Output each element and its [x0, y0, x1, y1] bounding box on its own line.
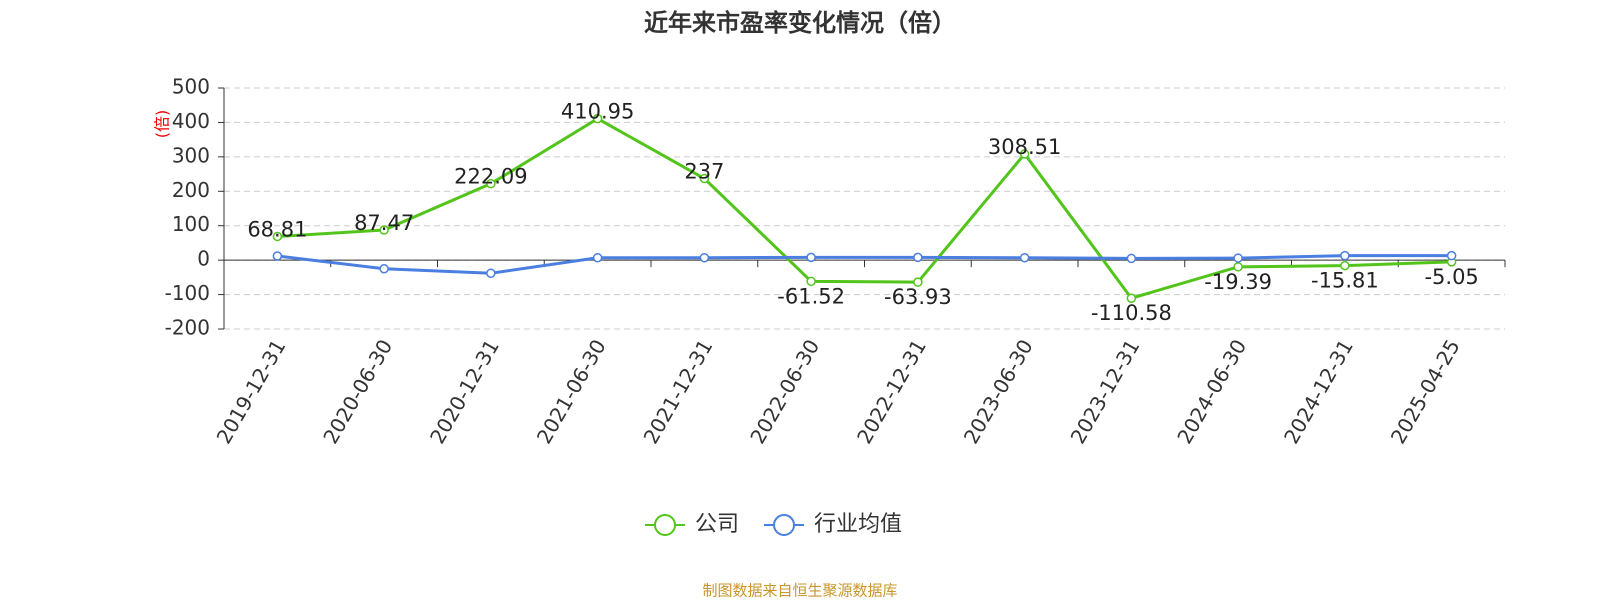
y-tick-label: -100	[165, 281, 210, 305]
point	[272, 251, 283, 261]
data-label: -110.58	[1091, 301, 1172, 325]
x-tick-label: 2022-12-31	[852, 335, 931, 448]
point	[1446, 250, 1457, 261]
point	[1233, 253, 1243, 263]
data-label: 87.47	[354, 211, 414, 235]
data-label: -61.52	[777, 284, 845, 308]
x-tick-label: 2021-06-30	[532, 335, 611, 448]
y-tick-label: 100	[172, 212, 210, 236]
data-label: -15.81	[1311, 269, 1379, 293]
series-line	[277, 254, 1452, 275]
series-line	[277, 116, 1452, 300]
point	[1340, 260, 1350, 271]
point	[1126, 253, 1137, 264]
chart-title: 近年来市盈率变化情况（倍）	[644, 9, 956, 37]
y-tick-label: -200	[165, 316, 210, 340]
data-label: 68.81	[247, 217, 307, 241]
x-tick-label: 2022-06-30	[745, 335, 824, 448]
x-tick-label: 2025-04-25	[1386, 335, 1465, 448]
point	[699, 252, 710, 263]
x-tick-label: 2023-12-31	[1066, 335, 1145, 448]
data-label: 222.09	[454, 165, 527, 189]
x-tick-label: 2020-06-30	[318, 335, 397, 448]
point	[913, 252, 923, 263]
point	[486, 268, 496, 278]
point	[913, 277, 923, 287]
point	[806, 252, 816, 263]
x-tick-label: 2023-06-30	[959, 335, 1038, 448]
source-note: 制图数据来自恒生聚源数据库	[702, 582, 897, 600]
y-tick-label: 300	[172, 143, 210, 167]
data-label: -19.39	[1204, 270, 1272, 294]
x-tick-label: 2019-12-31	[212, 335, 291, 448]
legend-label: 公司	[695, 512, 739, 537]
point	[1126, 293, 1137, 303]
point	[272, 231, 283, 242]
x-tick-label: 2021-12-31	[639, 335, 718, 448]
y-axis-label: (倍)	[153, 110, 172, 139]
data-label: -5.05	[1424, 265, 1478, 289]
x-tick-label: 2020-12-31	[425, 335, 504, 448]
point	[592, 252, 603, 263]
y-tick-label: 500	[172, 75, 210, 99]
point	[379, 225, 389, 235]
point	[1340, 250, 1350, 261]
point	[699, 173, 710, 184]
data-label: 410.95	[561, 100, 634, 124]
legend-marker	[773, 514, 796, 536]
data-label: -63.93	[884, 285, 952, 309]
legend-label: 行业均值	[814, 512, 902, 537]
x-tick-label: 2024-06-30	[1172, 335, 1251, 448]
data-label: 308.51	[988, 135, 1061, 159]
legend-marker	[654, 514, 676, 536]
data-label: 237	[684, 160, 724, 184]
point	[1019, 149, 1030, 159]
point	[486, 178, 496, 189]
x-tick-label: 2024-12-31	[1279, 335, 1358, 448]
point	[806, 276, 816, 287]
y-tick-label: 200	[172, 178, 210, 202]
y-tick-label: 400	[172, 109, 210, 133]
y-tick-label: 0	[197, 247, 210, 271]
point	[592, 113, 603, 124]
point	[379, 264, 389, 274]
point	[1019, 252, 1030, 263]
